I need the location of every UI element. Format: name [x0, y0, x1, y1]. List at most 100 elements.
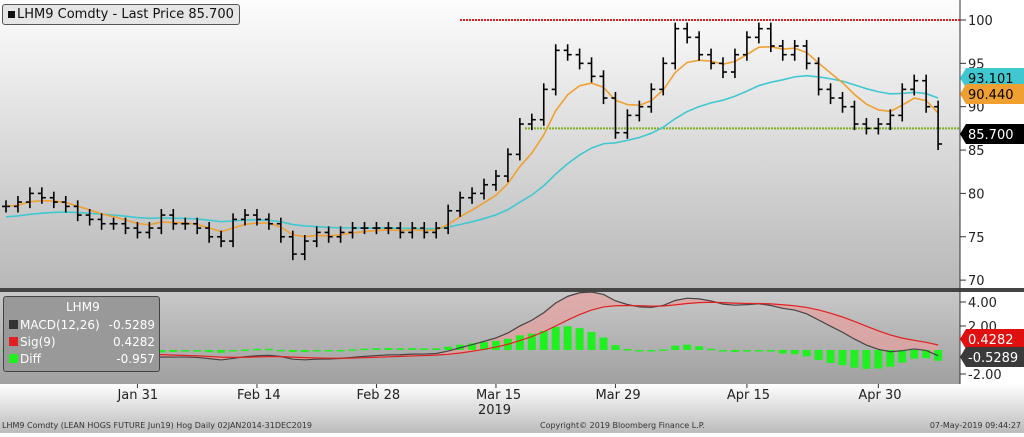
- diff-bar: [862, 350, 871, 369]
- price-bar: [695, 31, 704, 61]
- panel-divider[interactable]: [0, 288, 1024, 292]
- sig-value: 0.4282: [113, 335, 155, 349]
- price-bar: [73, 200, 82, 222]
- diff-bar: [826, 350, 835, 363]
- price-bar: [384, 222, 393, 235]
- price-bar: [276, 217, 285, 243]
- diff-bar: [539, 330, 548, 350]
- price-bar: [444, 204, 453, 235]
- diff-bar: [157, 350, 166, 353]
- diff-bar: [384, 348, 393, 350]
- diff-bar: [802, 350, 811, 357]
- price-bar: [838, 91, 847, 113]
- diff-bar: [838, 350, 847, 366]
- diff-bar: [587, 331, 596, 350]
- diff-bar: [563, 326, 572, 350]
- diff-bar: [874, 350, 883, 369]
- diff-bar: [575, 328, 584, 350]
- last-price-tag-bg: [960, 124, 1024, 144]
- x-year-label: 2019: [478, 403, 511, 418]
- y-tick-label: 100: [968, 14, 993, 29]
- ma-long-tag: 93.101: [968, 72, 1014, 87]
- price-bar: [563, 44, 572, 61]
- price-bar: [37, 187, 46, 204]
- price-bar: [491, 169, 500, 191]
- y-tick-label: 85: [968, 144, 985, 159]
- diff-bar: [886, 350, 895, 367]
- macd-legend[interactable]: LHM9 MACD(12,26) -0.5289 Sig(9) 0.4282 D…: [3, 296, 160, 372]
- diff-bar: [312, 350, 321, 352]
- price-bar: [671, 22, 680, 70]
- price-bar: [456, 191, 465, 217]
- price-bar: [312, 226, 321, 248]
- price-bar: [766, 22, 775, 53]
- price-bar: [468, 187, 477, 204]
- diff-bar: [515, 335, 524, 350]
- diff-bar: [205, 350, 214, 353]
- macd-value: -0.5289: [108, 318, 155, 332]
- last-price-tag: 85.700: [968, 128, 1014, 143]
- price-bar: [707, 48, 716, 70]
- price-bar: [539, 83, 548, 126]
- diff-bar: [229, 350, 238, 352]
- price-bar: [551, 44, 560, 96]
- price-bar: [826, 83, 835, 105]
- price-bar: [241, 209, 249, 226]
- diff-bar: [647, 350, 656, 352]
- price-bar: [13, 196, 22, 213]
- price-bar: [264, 213, 273, 230]
- price-bar: [121, 217, 130, 235]
- price-bar: [288, 230, 297, 261]
- diff-bar: [551, 326, 560, 350]
- diff-bar: [635, 350, 644, 352]
- price-bar: [503, 148, 512, 183]
- sig-swatch-icon: [9, 337, 18, 346]
- price-bar: [874, 117, 883, 135]
- price-bar: [575, 48, 584, 70]
- price-bar: [754, 22, 763, 44]
- macd-tag-bg: [960, 347, 1024, 367]
- diff-bar: [276, 349, 285, 352]
- price-bar: [886, 109, 895, 131]
- sig-tag: 0.4282: [968, 333, 1014, 348]
- price-bar: [898, 83, 907, 122]
- price-bar: [922, 74, 931, 113]
- price-legend[interactable]: LHM9 Comdty - Last Price 85.700: [2, 4, 240, 25]
- legend-title: LHM9 Comdty - Last Price 85.700: [17, 7, 234, 22]
- x-tick-label: Mar 15: [476, 388, 521, 403]
- macd-tick-label: -2.00: [968, 368, 1002, 383]
- price-bar: [348, 222, 357, 239]
- price-bar: [336, 226, 345, 243]
- macd-tag: -0.5289: [968, 351, 1018, 366]
- price-bar: [85, 209, 94, 226]
- diff-bar: [659, 349, 668, 351]
- price-bar: [61, 196, 70, 213]
- diff-bar: [252, 348, 261, 351]
- price-bar: [205, 222, 214, 243]
- diff-bar: [181, 350, 190, 352]
- signal-line: [5, 301, 939, 359]
- diff-bar: [910, 350, 919, 359]
- diff-bar: [730, 350, 739, 353]
- price-bar: [193, 217, 202, 235]
- price-bar: [814, 57, 823, 96]
- y-tick-label: 80: [968, 187, 985, 202]
- price-bar: [49, 191, 58, 209]
- price-bar: [408, 222, 417, 239]
- diff-bar: [599, 337, 608, 350]
- diff-bar: [707, 348, 716, 351]
- diff-bar: [754, 350, 763, 352]
- macd-label: MACD(12,26): [20, 318, 100, 332]
- price-bar: [396, 222, 405, 239]
- diff-bar: [719, 350, 727, 352]
- price-bar: [2, 200, 10, 213]
- price-bar: [790, 39, 799, 61]
- price-bar: [217, 230, 226, 248]
- price-bar: [742, 31, 751, 61]
- diff-bar: [217, 350, 226, 353]
- diff-bar: [241, 349, 249, 351]
- price-bar: [599, 70, 608, 105]
- x-tick-label: Jan 31: [116, 388, 158, 403]
- price-bar: [109, 217, 118, 230]
- macd-tick-label: 4.00: [968, 296, 997, 311]
